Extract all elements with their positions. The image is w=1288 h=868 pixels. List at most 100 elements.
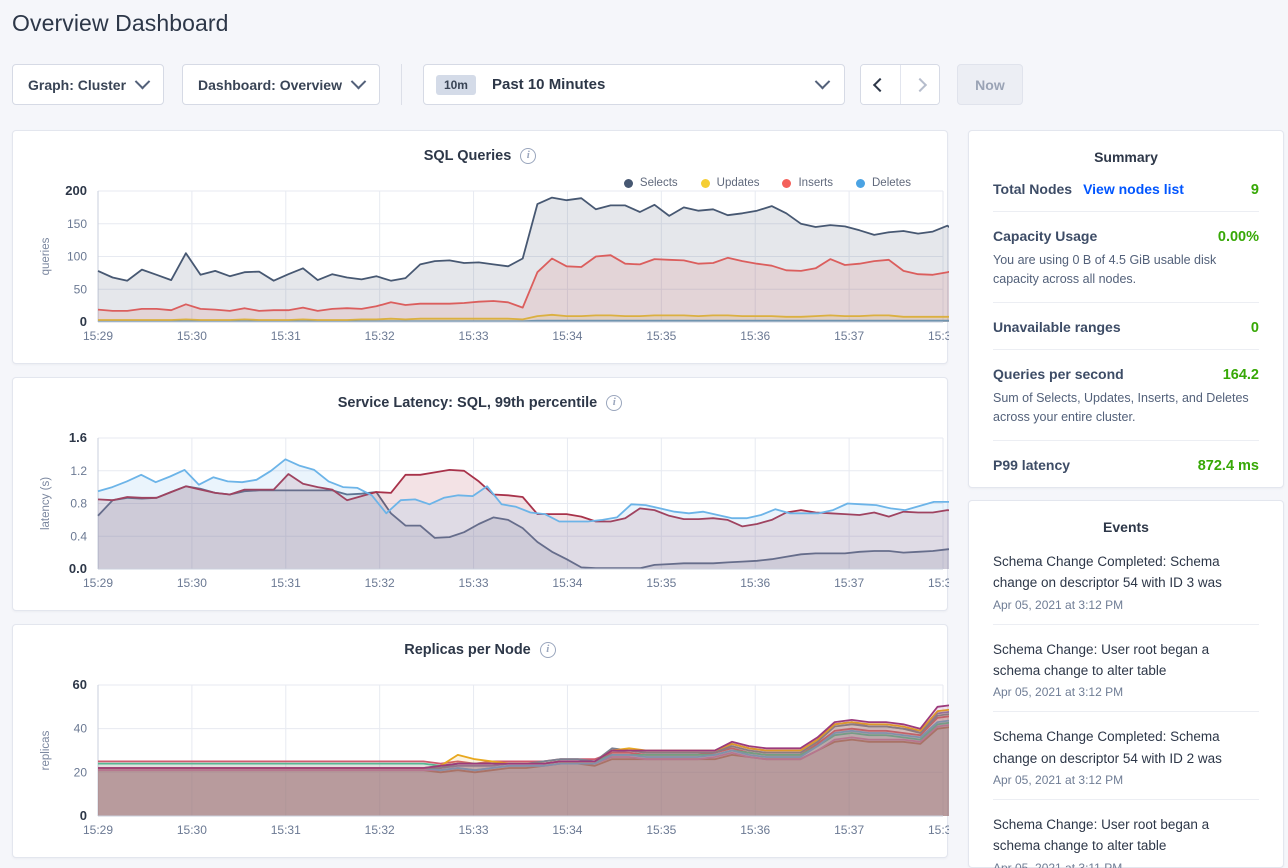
summary-value: 0.00% — [1217, 229, 1259, 245]
svg-text:15:34: 15:34 — [552, 576, 582, 590]
sql-queries-plot[interactable]: 0 50 100 150 200 15:29 15:30 15:31 15:32 15:33 15:… — [13, 183, 949, 363]
event-timestamp: Apr 05, 2021 at 3:12 PM — [993, 685, 1124, 700]
svg-text:1.6: 1.6 — [69, 430, 87, 445]
svg-text:15:33: 15:33 — [459, 576, 489, 590]
summary-value: 9 — [1250, 182, 1259, 198]
page-title: Overview Dashboard — [12, 10, 229, 36]
svg-text:15:37: 15:37 — [834, 823, 864, 837]
svg-text:1.2: 1.2 — [70, 464, 87, 478]
legend-label-updates: Updates — [716, 177, 760, 189]
svg-text:15:32: 15:32 — [365, 576, 395, 590]
info-icon[interactable]: i — [539, 642, 556, 658]
view-nodes-list-link[interactable]: View nodes list — [1083, 181, 1184, 197]
svg-text:15:38: 15:38 — [928, 329, 949, 343]
svg-text:0: 0 — [80, 314, 87, 329]
svg-text:15:30: 15:30 — [177, 823, 207, 837]
svg-text:50: 50 — [74, 282, 88, 296]
legend-item-inserts[interactable]: Inserts — [782, 177, 833, 189]
next-time-button[interactable] — [899, 65, 939, 104]
svg-text:20: 20 — [74, 765, 88, 779]
summary-rows: Total Nodes View nodes list 9 Capacity Usag… — [969, 165, 1283, 487]
info-icon[interactable]: i — [606, 395, 623, 411]
summary-row: P99 latency 872.4 ms — [993, 441, 1259, 487]
summary-description: You are using 0 B of 4.5 GiB usable disk… — [993, 253, 1217, 286]
summary-row-head: P99 latency 872.4 ms — [993, 457, 1259, 474]
legend-item-updates[interactable]: Updates — [700, 177, 760, 189]
legend-swatch-deletes — [856, 178, 865, 188]
chevron-down-icon — [134, 73, 151, 90]
svg-text:latency (s): latency (s) — [40, 477, 52, 530]
dashboard-dropdown[interactable]: Dashboard: Overview — [182, 64, 380, 105]
service-latency-plot[interactable]: 0.0 0.4 0.8 1.2 1.6 15:29 15:30 15:31 15:32 15:33… — [13, 430, 949, 610]
time-range-picker[interactable]: 10m Past 10 Minutes — [422, 64, 845, 105]
svg-text:60: 60 — [73, 677, 87, 692]
svg-text:15:38: 15:38 — [928, 576, 949, 590]
legend-item-deletes[interactable]: Deletes — [856, 177, 911, 189]
legend-label-deletes: Deletes — [872, 177, 911, 189]
svg-text:15:33: 15:33 — [459, 329, 489, 343]
svg-text:replicas: replicas — [40, 730, 52, 770]
svg-text:15:29: 15:29 — [83, 576, 113, 590]
event-item[interactable]: Schema Change: User root began a schema … — [993, 800, 1259, 868]
graph-dropdown-label: Graph: Cluster — [28, 76, 127, 93]
summary-row-head: Queries per second 164.2 — [993, 366, 1259, 383]
time-nav-group — [859, 64, 940, 105]
event-item[interactable]: Schema Change Completed: Schema change o… — [993, 712, 1259, 800]
events-card: Events Schema Change Completed: Schema c… — [968, 500, 1284, 868]
legend-swatch-selects — [623, 178, 633, 188]
svg-text:15:31: 15:31 — [271, 823, 301, 837]
svg-text:40: 40 — [74, 722, 88, 736]
summary-row-head: Capacity Usage 0.00% — [993, 228, 1259, 245]
svg-text:15:29: 15:29 — [83, 329, 113, 343]
now-button[interactable]: Now — [956, 64, 1023, 105]
summary-label: Unavailable ranges — [993, 319, 1121, 335]
svg-text:15:29: 15:29 — [83, 823, 113, 837]
chevron-right-icon — [912, 77, 928, 92]
svg-text:0: 0 — [80, 808, 87, 823]
info-icon[interactable]: i — [520, 148, 537, 164]
summary-row: Total Nodes View nodes list 9 — [993, 165, 1259, 212]
toolbar-divider — [400, 64, 402, 105]
chevron-left-icon — [873, 77, 888, 92]
legend-item-selects[interactable]: Selects — [623, 177, 678, 189]
legend-label-inserts: Inserts — [798, 177, 833, 189]
svg-text:15:32: 15:32 — [365, 329, 395, 343]
svg-text:15:36: 15:36 — [740, 576, 770, 590]
summary-value: 164.2 — [1222, 367, 1259, 383]
chart-title-sql-queries: SQL Queries i — [13, 148, 947, 164]
event-item[interactable]: Schema Change Completed: Schema change o… — [993, 535, 1259, 625]
event-timestamp: Apr 05, 2021 at 3:12 PM — [993, 772, 1124, 787]
summary-value: 872.4 ms — [1197, 458, 1259, 474]
svg-text:15:31: 15:31 — [271, 576, 301, 590]
event-text: Schema Change Completed: Schema change o… — [993, 729, 1222, 766]
chart-title-replicas: Replicas per Node i — [13, 642, 947, 658]
chart-title-label: SQL Queries — [423, 148, 512, 164]
events-list: Schema Change Completed: Schema change o… — [969, 535, 1283, 868]
previous-time-button[interactable] — [860, 65, 900, 104]
event-timestamp: Apr 05, 2021 at 3:12 PM — [993, 597, 1124, 612]
svg-text:15:37: 15:37 — [834, 576, 864, 590]
replicas-per-node-plot[interactable]: 0 20 40 60 15:29 15:30 15:31 15:32 15:33 15:34 15:… — [13, 677, 949, 857]
summary-label: Capacity Usage — [993, 228, 1098, 244]
svg-text:0.0: 0.0 — [69, 561, 87, 576]
event-timestamp: Apr 05, 2021 at 3:11 PM — [993, 860, 1123, 868]
summary-value: 0 — [1250, 320, 1259, 336]
svg-text:queries: queries — [40, 237, 52, 275]
summary-row: Capacity Usage 0.00% You are using 0 B of … — [993, 212, 1259, 303]
chart-title-service-latency: Service Latency: SQL, 99th percentile i — [13, 395, 947, 411]
toolbar: Graph: Cluster Dashboard: Overview 10m P… — [12, 64, 1023, 105]
svg-text:100: 100 — [67, 250, 87, 264]
legend-swatch-updates — [700, 178, 710, 188]
time-range-badge: 10m — [435, 74, 476, 95]
summary-card: Summary Total Nodes View nodes list 9 Capac… — [968, 130, 1284, 488]
replicas-per-node-card: Replicas per Node i 0 20 40 60 15:29 15:30 15:… — [12, 624, 949, 858]
svg-text:15:30: 15:30 — [177, 576, 207, 590]
summary-row: Queries per second 164.2 Sum of Selects, U… — [993, 350, 1259, 441]
event-item[interactable]: Schema Change: User root began a schema … — [993, 625, 1259, 713]
svg-text:15:34: 15:34 — [552, 823, 582, 837]
svg-text:0.8: 0.8 — [70, 497, 87, 511]
graph-dropdown[interactable]: Graph: Cluster — [12, 64, 165, 105]
chevron-down-icon — [814, 73, 831, 90]
chevron-down-icon — [350, 73, 367, 90]
